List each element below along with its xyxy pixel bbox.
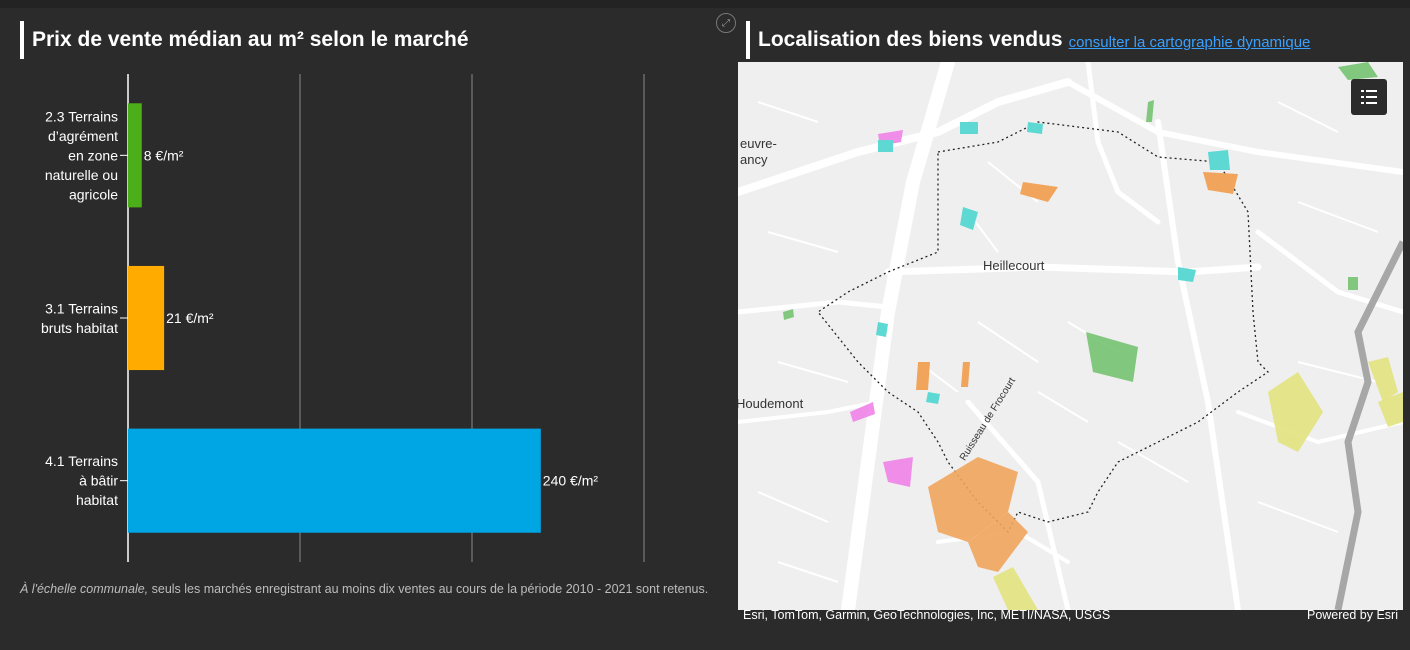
value-label-2: 240 €/m²	[543, 473, 599, 489]
category-label-line: agricole	[69, 186, 118, 202]
dynamic-map-link[interactable]: consulter la cartographie dynamique	[1068, 33, 1311, 51]
category-label-line: 2.3 Terrains	[45, 108, 118, 124]
value-label-1: 21 €/m²	[166, 310, 214, 326]
category-label-line: d’agrément	[48, 128, 118, 144]
chart-note: À l'échelle communale, seuls les marchés…	[20, 580, 710, 599]
bar-0	[128, 103, 142, 208]
map-view[interactable]: Heillecourt Houdemont euvre- ancy Ruisse…	[738, 62, 1403, 610]
category-label-line: 4.1 Terrains	[45, 453, 118, 469]
chart-panel-title: Prix de vente médian au m² selon le marc…	[20, 21, 469, 59]
map-label-vandoeuvre-2: ancy	[740, 152, 768, 167]
legend-list-icon[interactable]	[1351, 79, 1387, 115]
title-accent-bar	[20, 21, 24, 59]
map-attribution: Esri, TomTom, Garmin, GeoTechnologies, I…	[743, 608, 1111, 622]
map-attribution-bar: Esri, TomTom, Garmin, GeoTechnologies, I…	[738, 608, 1403, 626]
map-label-heillecourt: Heillecourt	[983, 258, 1045, 273]
category-label-line: habitat	[76, 492, 118, 508]
category-label-0: 2.3 Terrains d’agrément en zone naturelle o…	[45, 108, 118, 202]
category-label-line: en zone	[68, 147, 118, 163]
expand-icon[interactable]: ⤢	[716, 13, 736, 33]
map-panel-title: Localisation des biens vendus consulter …	[746, 21, 1310, 59]
powered-by-esri[interactable]: Powered by Esri	[1306, 608, 1398, 622]
top-strip	[0, 0, 1410, 8]
map-title: Localisation des biens vendus	[758, 28, 1063, 51]
category-label-line: bruts habitat	[41, 320, 118, 336]
category-label-line: 3.1 Terrains	[45, 300, 118, 316]
category-label-1: 3.1 Terrains bruts habitat	[41, 300, 118, 336]
legend-list-glyph	[1361, 90, 1377, 104]
note-italic: À l'échelle communale,	[20, 582, 149, 596]
bar-chart: 8 €/m² 2.3 Terrains d’agrément en zone natur…	[41, 74, 645, 562]
title-accent-bar	[746, 21, 750, 59]
map-label-houdemont: Houdemont	[738, 396, 804, 411]
map-label-vandoeuvre-1: euvre-	[740, 136, 777, 151]
bar-2	[128, 428, 541, 533]
category-label-line: à bâtir	[79, 473, 118, 489]
bar-1	[128, 265, 165, 371]
value-label-0: 8 €/m²	[144, 147, 184, 163]
category-label-line: naturelle ou	[45, 167, 118, 183]
chart-title: Prix de vente médian au m² selon le marc…	[32, 28, 469, 51]
category-label-2: 4.1 Terrains à bâtir habitat	[45, 453, 118, 508]
note-text: seuls les marchés enregistrant au moins …	[148, 582, 709, 596]
map-canvas[interactable]	[738, 62, 1403, 610]
